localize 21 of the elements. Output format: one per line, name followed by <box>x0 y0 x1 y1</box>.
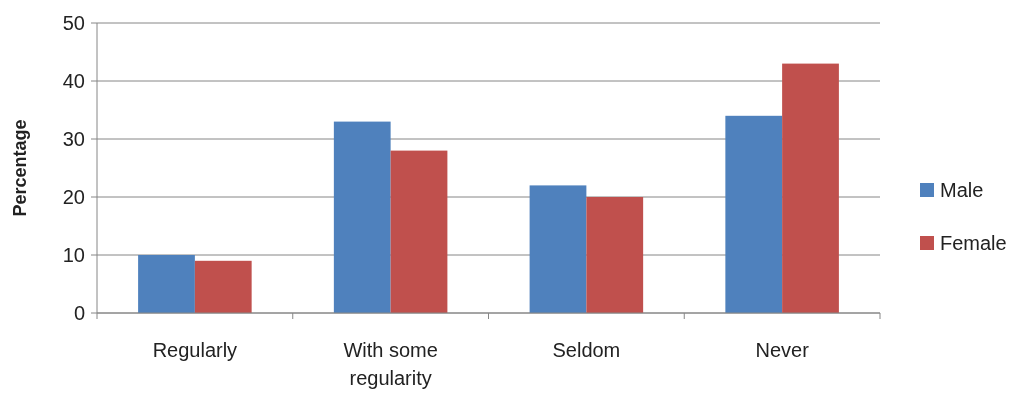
bar <box>782 63 839 313</box>
legend-label: Female <box>940 232 1007 254</box>
bar <box>333 121 391 313</box>
bar <box>725 115 783 313</box>
legend-label: Male <box>940 179 984 201</box>
bar <box>390 150 448 313</box>
y-tick-label: 30 <box>62 128 85 150</box>
y-tick-label: 20 <box>62 186 85 208</box>
y-tick-label: 0 <box>73 302 85 324</box>
x-tick-label: Never <box>755 339 810 361</box>
y-tick-label: 50 <box>62 12 85 34</box>
bar <box>529 185 587 313</box>
y-tick-label: 40 <box>62 70 85 92</box>
y-tick-label: 10 <box>62 244 85 266</box>
y-axis-title: Percentage <box>10 119 30 217</box>
bar <box>194 260 252 313</box>
bar <box>586 197 644 313</box>
x-tick-label: Seldom <box>552 339 621 361</box>
x-tick-label: With some regularity <box>343 339 438 389</box>
x-tick-label: Regularly <box>152 339 238 361</box>
bar <box>138 255 195 313</box>
